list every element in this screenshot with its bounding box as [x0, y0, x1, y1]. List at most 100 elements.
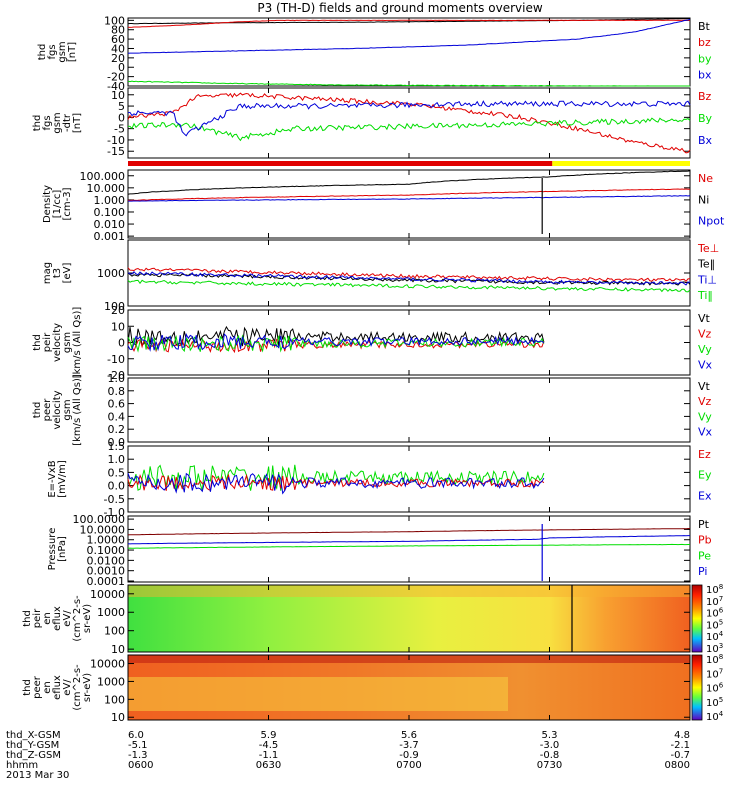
x-axis-value: 6.0 — [128, 730, 144, 741]
y-tick-label: 80 — [111, 24, 125, 37]
y-tick-label: 10 — [111, 320, 125, 333]
y-tick-label: 0.0 — [108, 480, 126, 493]
y-tick-label: 100.0000 — [73, 513, 126, 526]
x-axis-annotations: thd_X-GSM 6.0 5.9 5.6 5.3 4.8 thd_Y-GSM -5.1 -4.… — [6, 730, 690, 781]
legend-entry: Ey — [698, 469, 712, 482]
y-tick-label: -5 — [114, 123, 125, 136]
y-tick-label: 1.000 — [94, 194, 126, 207]
series-line-bz — [127, 19, 691, 28]
y-axis-label: thd — [22, 679, 33, 696]
panel-frame — [127, 515, 691, 583]
y-axis-label: thd — [22, 610, 33, 627]
y-tick-label: 20 — [111, 304, 125, 317]
panel-temperature: 1000 100 mag t3 [eV] Te⊥ Te‖ Ti⊥ Ti‖ — [42, 239, 719, 313]
y-axis-label: [km/s (All Qs)] — [72, 307, 83, 379]
y-tick-label: 0.001 — [94, 230, 126, 243]
y-tick-label: 1000 — [97, 675, 125, 688]
y-tick-label: 1.0 — [108, 453, 126, 466]
y-axis-label: sr-eV) — [82, 673, 93, 702]
y-axis-label: (cm^2-s- — [72, 664, 83, 711]
y-tick-label: 0 — [118, 111, 125, 124]
y-axis-label: Pressure — [47, 528, 58, 571]
x-axis-value: 4.8 — [674, 730, 690, 741]
y-tick-label: 1000 — [97, 267, 125, 280]
y-tick-label: 100 — [104, 14, 125, 27]
colorbar-tick-label: 107 — [706, 667, 723, 680]
y-tick-label: -15 — [107, 145, 125, 158]
series-line-Vt — [127, 325, 545, 347]
y-axis-label: eflux — [52, 675, 63, 700]
x-axis-value: -4.5 — [259, 740, 279, 751]
series-line-Ti⊥ — [127, 270, 691, 286]
legend-entry: Vx — [698, 358, 713, 371]
y-tick-label: -0.5 — [104, 493, 125, 506]
x-axis-value: 0800 — [665, 760, 690, 771]
series-line-by — [127, 80, 690, 87]
x-axis-row-label: thd_X-GSM — [6, 730, 61, 741]
y-axis-label: velocity — [52, 390, 63, 429]
legend-entry: Bz — [698, 90, 712, 103]
legend-entry: Vt — [698, 380, 711, 393]
y-tick-label: -20 — [107, 71, 125, 84]
y-tick-label: 1.0000 — [87, 534, 126, 547]
panel-frame — [127, 239, 691, 307]
series-line-bx — [127, 18, 691, 54]
y-tick-label: 100 — [104, 300, 125, 313]
legend-entry: Ti‖ — [697, 289, 713, 302]
series-line-Bx — [127, 100, 691, 137]
y-tick-label: -40 — [107, 80, 125, 93]
y-tick-label: 40 — [111, 42, 125, 55]
y-axis-label: [nT] — [72, 113, 83, 133]
x-axis-value: 0600 — [128, 760, 153, 771]
y-tick-label: 0.010 — [94, 218, 126, 231]
y-axis-label: -dtr — [62, 113, 73, 132]
legend-entry: Ti⊥ — [697, 273, 717, 286]
y-tick-label: 0 — [118, 61, 125, 74]
panel-frame — [127, 87, 691, 159]
series-line-Pi — [127, 535, 690, 545]
y-axis-label: [km/s (All Qs)] — [72, 374, 83, 446]
y-tick-label: 0.0010 — [87, 565, 126, 578]
legend-entry: Ex — [698, 489, 712, 502]
y-axis-label: t3 — [52, 268, 63, 278]
legend-entry: Pi — [698, 565, 707, 578]
legend-entry: Vy — [698, 410, 712, 423]
y-tick-label: 10 — [111, 711, 125, 724]
series-line-Pe — [127, 543, 690, 549]
panel-frame — [127, 377, 691, 443]
x-axis-value: 5.6 — [401, 730, 417, 741]
y-axis-label: velocity — [52, 323, 63, 362]
panel-frame — [127, 169, 691, 239]
series-line-Bz — [127, 92, 691, 154]
legend-entry: Ne — [698, 172, 713, 185]
y-tick-label: 1.5 — [108, 440, 126, 453]
legend-entry: Pb — [698, 534, 712, 547]
y-axis-label: thd — [32, 334, 43, 351]
x-axis-value: -1.3 — [128, 750, 148, 761]
legend-entry: Bx — [698, 134, 713, 147]
y-tick-label: 100 — [104, 625, 125, 638]
y-axis-label: [mV/m] — [57, 460, 68, 498]
y-tick-label: 0 — [118, 337, 125, 350]
legend-entry: Vy — [698, 343, 712, 356]
legend-entry: by — [698, 52, 712, 65]
y-axis-label: eflux — [52, 606, 63, 631]
series-line-Pt — [127, 528, 690, 536]
y-axis-label: mag — [42, 262, 53, 284]
y-tick-label: 0.6 — [108, 398, 126, 411]
x-axis-value: 0730 — [537, 760, 562, 771]
x-axis-value: -2.1 — [670, 740, 690, 751]
panel-peer-velocity: 1.00.80.60.40.20.0 thd peer velocity gsm [km/… — [32, 372, 713, 449]
y-axis-label: thd — [32, 115, 43, 132]
panel-efield: 1.51.00.50.0-0.5-1.0 E=-VxB [mV/m] Ez Ey Ex — [47, 440, 712, 519]
y-axis-label: fgs — [47, 44, 58, 59]
y-axis-label: thd — [37, 44, 48, 61]
y-axis-label: sr-eV) — [82, 604, 93, 633]
y-axis-label: gsm — [62, 332, 73, 353]
series-line-Ey — [127, 464, 545, 491]
legend-entry: Ez — [698, 448, 711, 461]
